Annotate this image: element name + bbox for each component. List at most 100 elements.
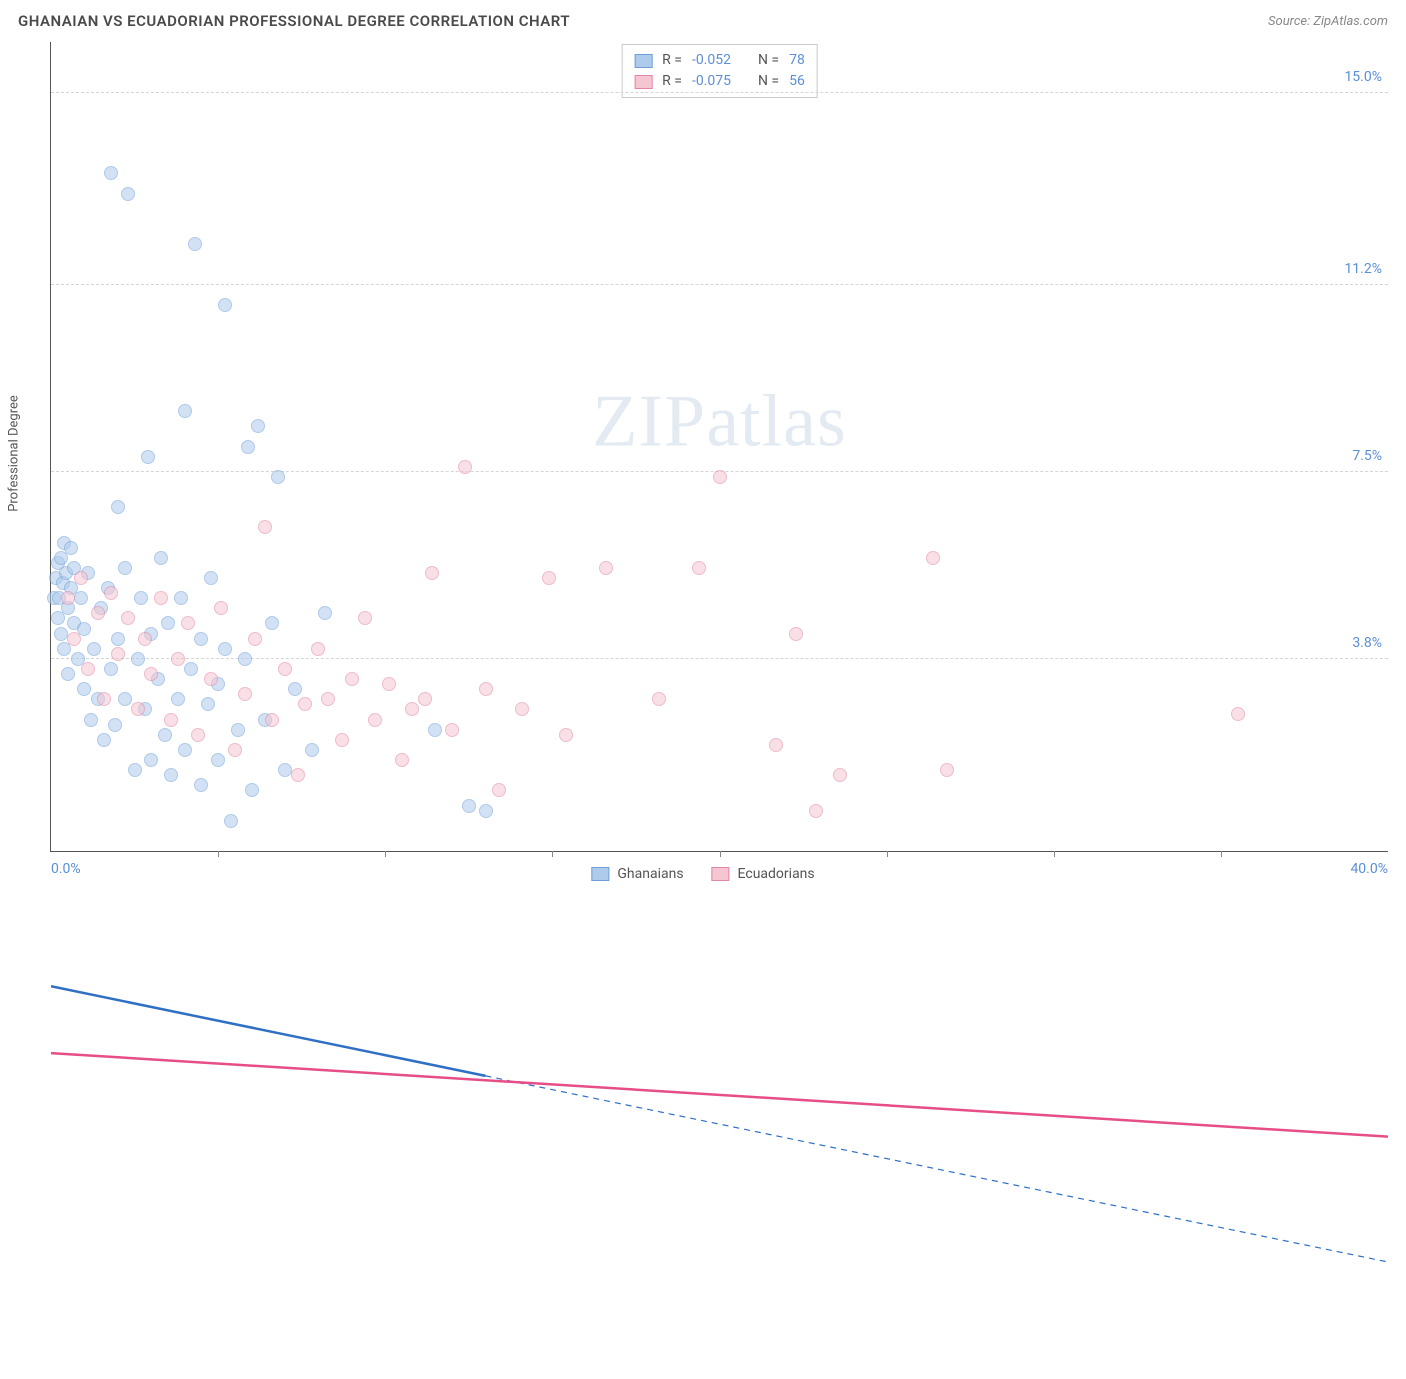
x-tick xyxy=(1221,851,1222,857)
data-point xyxy=(67,632,81,646)
stats-row: R =-0.052 N =78 xyxy=(634,50,805,71)
data-point xyxy=(84,713,98,727)
y-tick-label: 7.5% xyxy=(1352,448,1382,464)
data-point xyxy=(61,667,75,681)
data-point xyxy=(194,778,208,792)
data-point xyxy=(692,561,706,575)
data-point xyxy=(188,237,202,251)
data-point xyxy=(171,652,185,666)
data-point xyxy=(74,591,88,605)
data-point xyxy=(231,723,245,737)
data-point xyxy=(171,692,185,706)
r-label: R = xyxy=(662,50,682,71)
data-point xyxy=(769,738,783,752)
data-point xyxy=(238,652,252,666)
data-point xyxy=(204,571,218,585)
data-point xyxy=(111,500,125,514)
data-point xyxy=(184,662,198,676)
data-point xyxy=(425,566,439,580)
x-axis-label: 0.0% xyxy=(51,861,81,877)
gridline xyxy=(51,284,1388,285)
data-point xyxy=(428,723,442,737)
data-point xyxy=(81,662,95,676)
data-point xyxy=(174,591,188,605)
data-point xyxy=(271,470,285,484)
data-point xyxy=(77,682,91,696)
data-point xyxy=(926,551,940,565)
data-point xyxy=(111,632,125,646)
data-point xyxy=(492,783,506,797)
data-point xyxy=(154,551,168,565)
x-tick xyxy=(385,851,386,857)
data-point xyxy=(288,682,302,696)
data-point xyxy=(204,672,218,686)
legend-swatch xyxy=(634,75,652,89)
data-point xyxy=(131,702,145,716)
data-point xyxy=(191,728,205,742)
watermark: ZIPatlas xyxy=(592,380,847,465)
x-tick xyxy=(218,851,219,857)
legend-label: Ghanaians xyxy=(617,866,683,882)
legend-swatch xyxy=(591,867,609,881)
y-tick-label: 15.0% xyxy=(1344,69,1382,85)
data-point xyxy=(405,702,419,716)
x-tick xyxy=(720,851,721,857)
data-point xyxy=(121,187,135,201)
data-point xyxy=(214,601,228,615)
data-point xyxy=(318,606,332,620)
data-point xyxy=(218,642,232,656)
data-point xyxy=(91,606,105,620)
data-point xyxy=(224,814,238,828)
data-point xyxy=(87,642,101,656)
data-point xyxy=(713,470,727,484)
trend-lines xyxy=(51,42,1388,1379)
x-tick xyxy=(552,851,553,857)
data-point xyxy=(368,713,382,727)
data-point xyxy=(54,627,68,641)
chart-title: GHANAIAN VS ECUADORIAN PROFESSIONAL DEGR… xyxy=(18,12,570,30)
data-point xyxy=(201,697,215,711)
data-point xyxy=(345,672,359,686)
data-point xyxy=(445,723,459,737)
data-point xyxy=(559,728,573,742)
data-point xyxy=(118,561,132,575)
r-value: -0.075 xyxy=(692,71,731,92)
x-tick xyxy=(887,851,888,857)
r-label: R = xyxy=(662,71,682,92)
data-point xyxy=(335,733,349,747)
data-point xyxy=(358,611,372,625)
data-point xyxy=(97,733,111,747)
data-point xyxy=(258,520,272,534)
data-point xyxy=(599,561,613,575)
data-point xyxy=(321,692,335,706)
stats-legend: R =-0.052 N =78R =-0.075 N =56 xyxy=(621,44,818,98)
n-value: 78 xyxy=(789,50,805,71)
data-point xyxy=(311,642,325,656)
data-point xyxy=(154,591,168,605)
data-point xyxy=(458,460,472,474)
data-point xyxy=(248,632,262,646)
data-point xyxy=(194,632,208,646)
x-axis-label: 40.0% xyxy=(1350,861,1388,877)
data-point xyxy=(940,763,954,777)
data-point xyxy=(144,753,158,767)
legend-item: Ghanaians xyxy=(591,866,683,882)
data-point xyxy=(265,713,279,727)
data-point xyxy=(121,611,135,625)
data-point xyxy=(1231,707,1245,721)
data-point xyxy=(278,662,292,676)
n-label: N = xyxy=(758,50,779,71)
data-point xyxy=(833,768,847,782)
data-point xyxy=(515,702,529,716)
data-point xyxy=(64,541,78,555)
data-point xyxy=(278,763,292,777)
data-point xyxy=(128,763,142,777)
data-point xyxy=(245,783,259,797)
data-point xyxy=(108,718,122,732)
data-point xyxy=(251,419,265,433)
data-point xyxy=(178,404,192,418)
data-point xyxy=(131,652,145,666)
data-point xyxy=(418,692,432,706)
scatter-plot: ZIPatlas R =-0.052 N =78R =-0.075 N =56 … xyxy=(50,42,1388,852)
data-point xyxy=(218,298,232,312)
